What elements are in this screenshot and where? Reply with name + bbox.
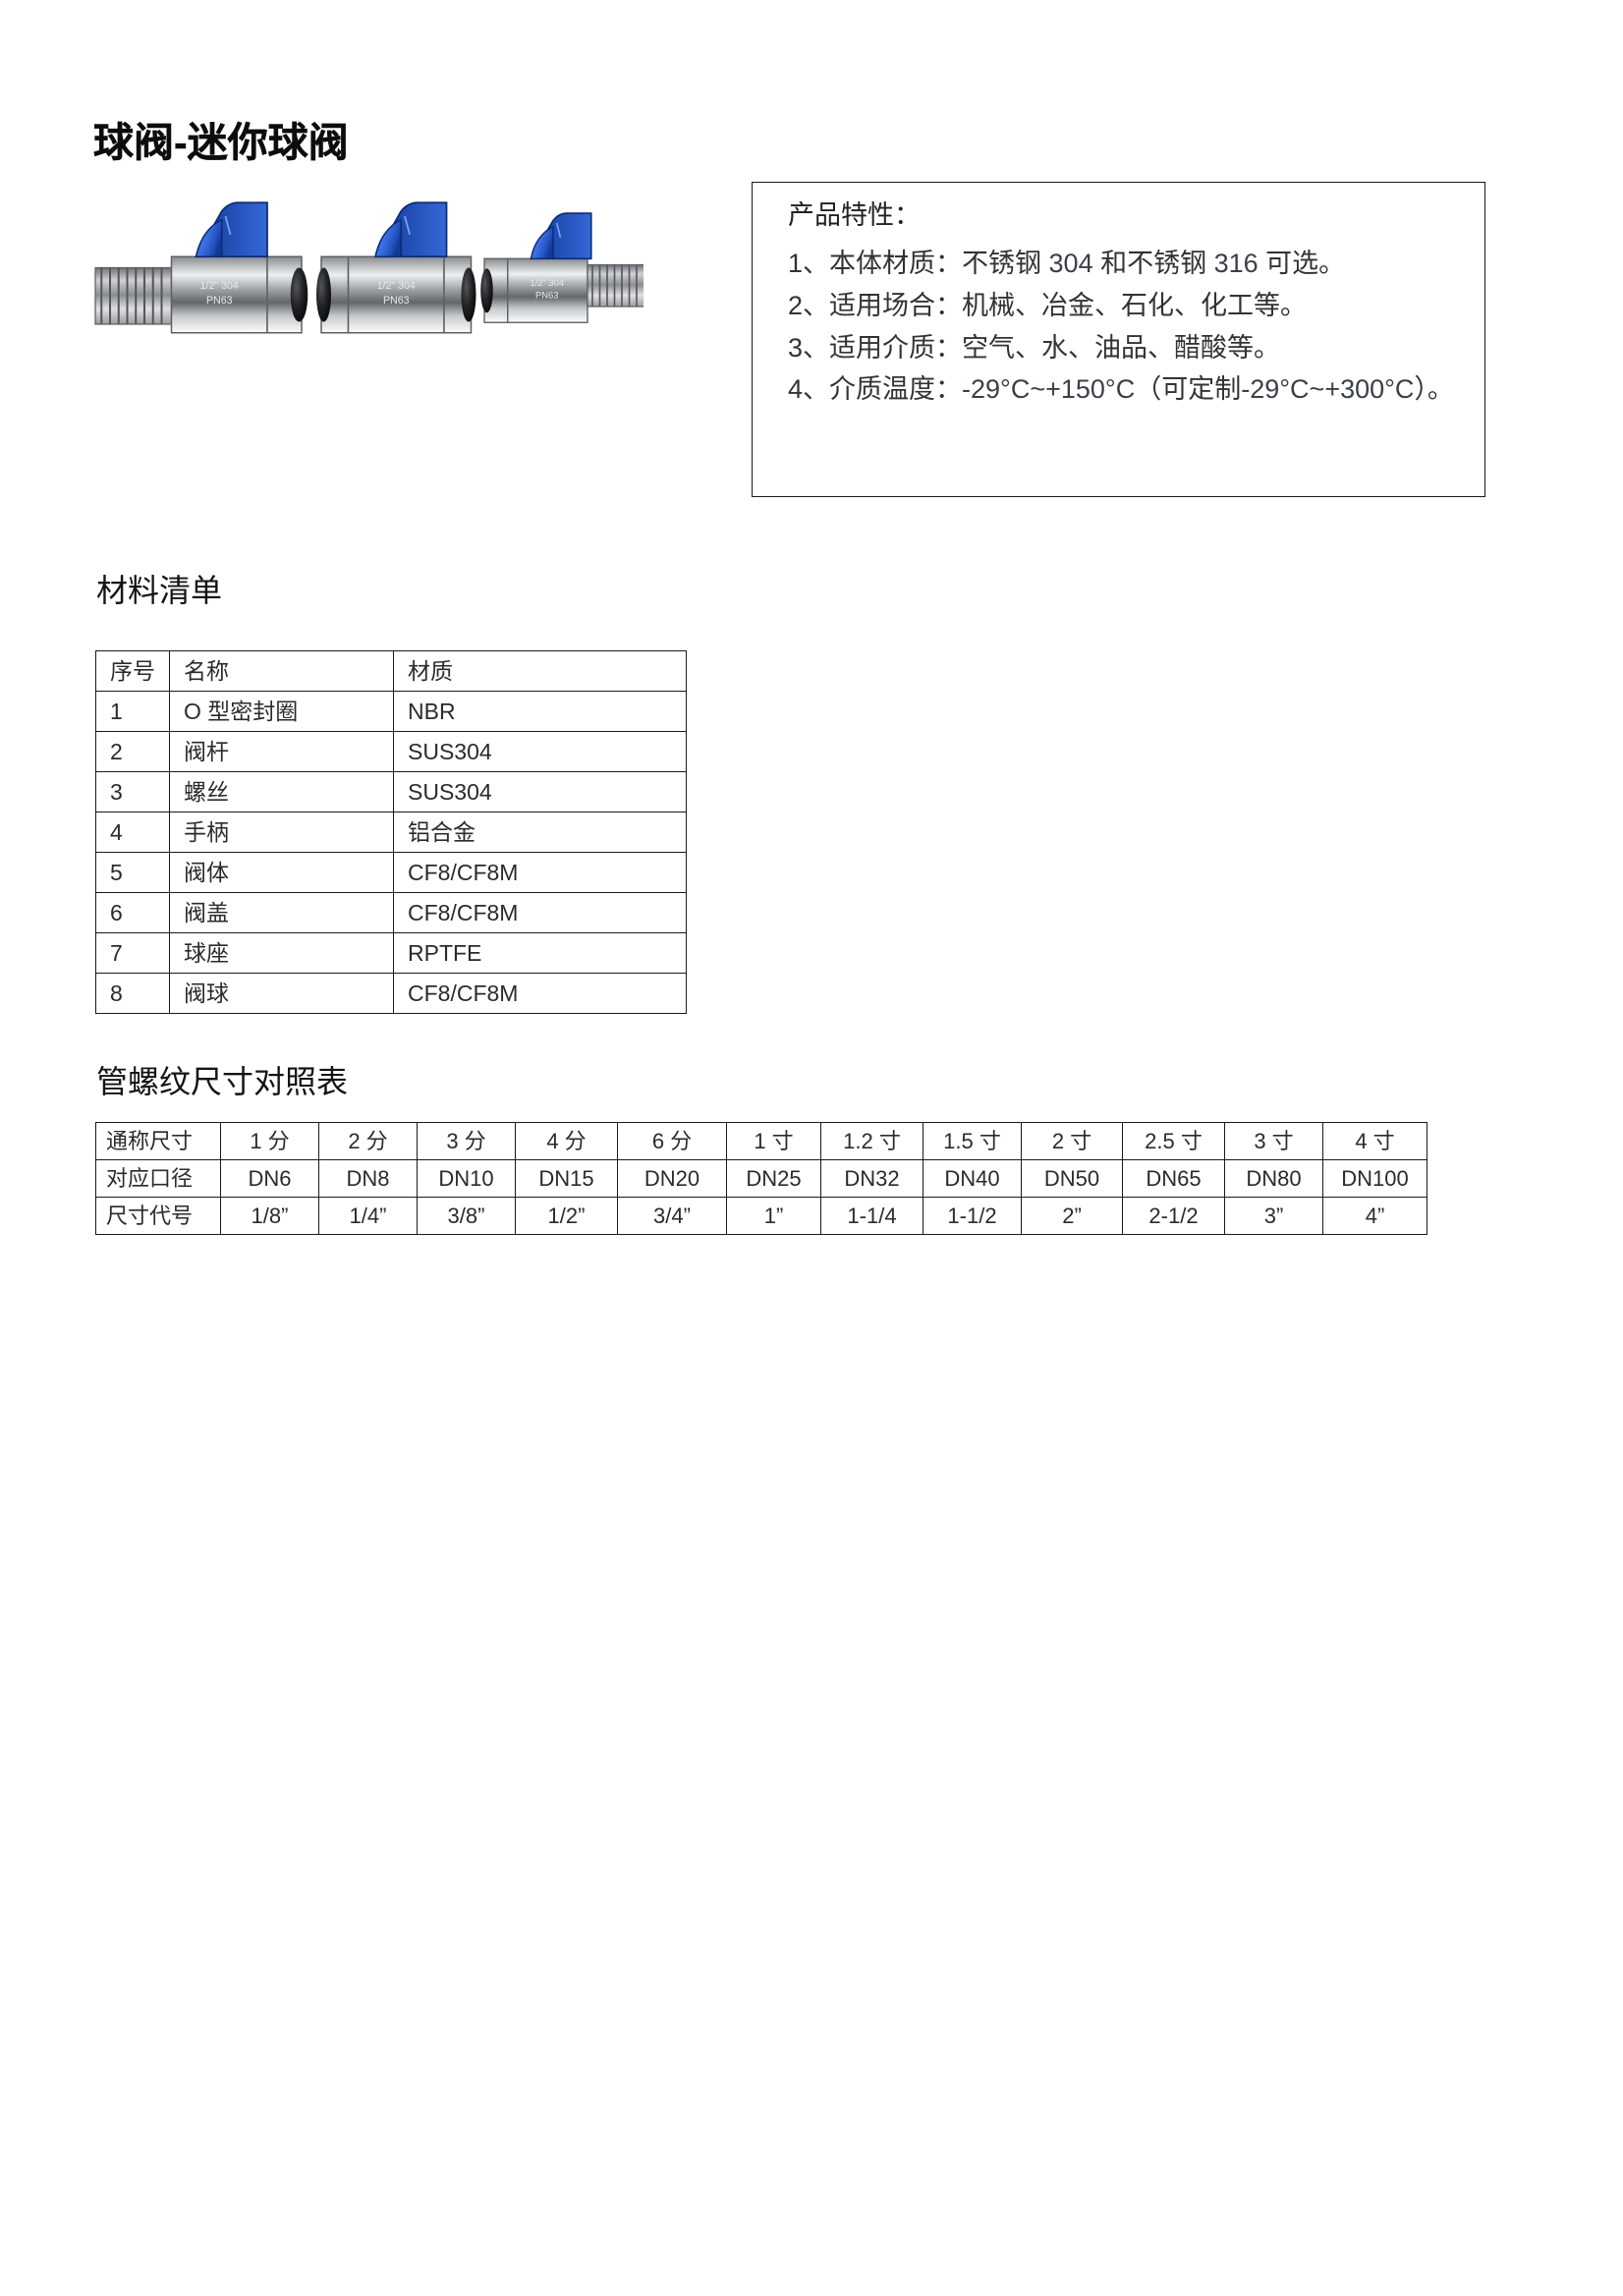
svg-text:1/2" 304: 1/2" 304 <box>200 280 239 292</box>
svg-text:1/2" 304: 1/2" 304 <box>530 278 564 288</box>
svg-text:PN63: PN63 <box>535 290 558 300</box>
svg-text:PN63: PN63 <box>383 295 410 307</box>
svg-text:1/2" 304: 1/2" 304 <box>377 280 416 292</box>
svg-text:PN63: PN63 <box>206 295 233 307</box>
